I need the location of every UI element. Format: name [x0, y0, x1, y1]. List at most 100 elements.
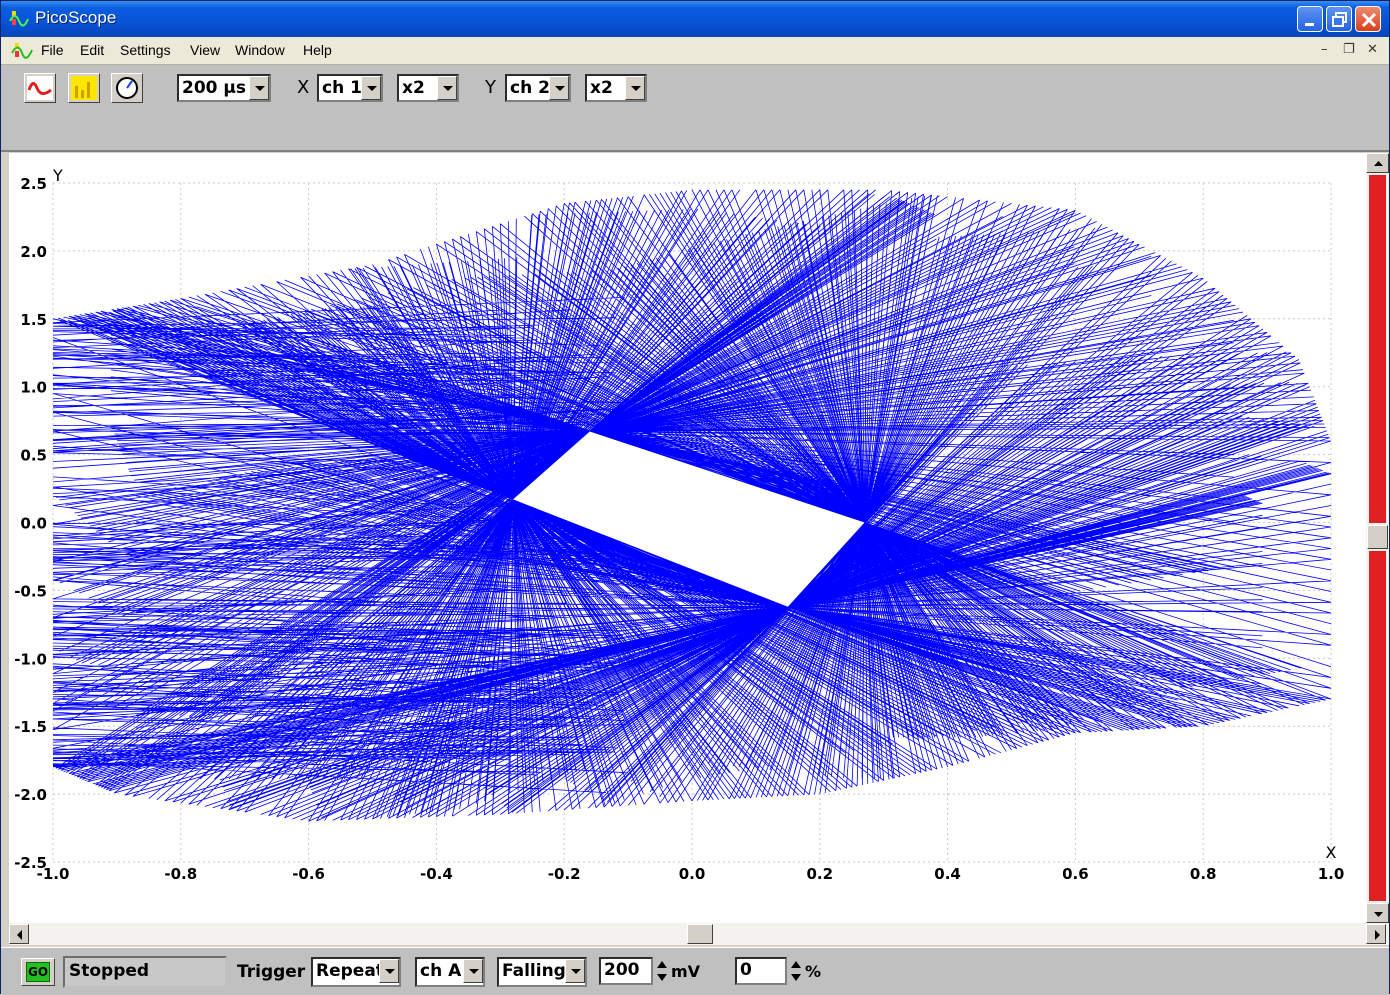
meter-view-button[interactable]	[111, 73, 143, 103]
pretrigger-unit: %	[805, 962, 822, 981]
y-tick-label: 1.5	[20, 311, 47, 329]
status-bar: GO Stopped Trigger Repeat ch A Falling 2…	[1, 947, 1389, 995]
y-channel-select[interactable]: ch 2	[505, 74, 571, 102]
go-button[interactable]: GO	[21, 958, 55, 986]
chevron-down-icon[interactable]	[249, 76, 269, 100]
trace-inner-hole	[513, 431, 865, 607]
trigger-level-input[interactable]: 200	[599, 957, 653, 985]
xy-plot[interactable]: 2.5 2.0 1.5 1.0 0.5 0.0 -0.5 -1.0 -1.5 -2.0 -2.5 -1…	[9, 153, 1366, 923]
x-tick-label: 0.6	[1062, 865, 1089, 883]
y-channel-value: ch 2	[510, 78, 550, 98]
scroll-track-lower[interactable]	[1369, 551, 1386, 901]
trigger-edge-value: Falling	[502, 961, 566, 981]
trigger-channel-value: ch A	[420, 961, 462, 981]
x-tick-label: 0.2	[807, 865, 834, 883]
scope-view-icon	[27, 76, 53, 100]
arrow-left-icon	[17, 930, 22, 940]
y-tick-label: -0.5	[14, 582, 47, 600]
arrow-up-icon	[1374, 161, 1383, 166]
x-axis-title: X	[1326, 843, 1337, 862]
menu-settings[interactable]: Settings	[120, 42, 171, 58]
spectrum-view-icon	[71, 76, 97, 100]
vertical-scroll-thumb[interactable]	[1367, 525, 1388, 549]
restore-icon	[1332, 12, 1347, 27]
go-button-label: GO	[26, 962, 50, 982]
toolbar: 200 µs X ch 1 x2 Y ch 2 x2	[1, 65, 1389, 152]
status-text: Stopped	[63, 956, 227, 988]
timebase-value: 200 µs	[182, 78, 247, 98]
trigger-level-spinner[interactable]	[655, 957, 669, 985]
menu-bar: File Edit Settings View Window Help – ❐ …	[1, 37, 1389, 65]
pretrigger-input[interactable]: 0	[735, 957, 787, 985]
minimize-icon	[1305, 23, 1314, 26]
y-tick-label: 0.5	[20, 447, 47, 465]
trigger-mode-select[interactable]: Repeat	[311, 957, 401, 987]
x-tick-label: -0.8	[164, 865, 197, 883]
x-channel-value: ch 1	[322, 78, 362, 98]
menu-edit[interactable]: Edit	[80, 42, 105, 58]
spectrum-view-button[interactable]	[68, 73, 100, 103]
x-scale-value: x2	[402, 78, 425, 98]
x-tick-label: -0.6	[292, 865, 325, 883]
x-axis-label: X	[297, 77, 310, 98]
mdi-close-icon[interactable]: ✕	[1367, 42, 1378, 57]
scope-view-button[interactable]	[24, 73, 56, 103]
trigger-mode-value: Repeat	[316, 961, 384, 981]
trigger-edge-select[interactable]: Falling	[497, 957, 587, 987]
horizontal-scroll-thumb[interactable]	[687, 924, 713, 944]
x-tick-label: 1.0	[1318, 865, 1345, 883]
scroll-right-button[interactable]	[1366, 924, 1386, 944]
vertical-scrollbar[interactable]	[1366, 153, 1389, 923]
horizontal-scrollbar[interactable]	[9, 923, 1389, 945]
chevron-down-icon[interactable]	[437, 76, 457, 100]
menu-view[interactable]: View	[190, 42, 221, 58]
meter-view-icon	[116, 77, 138, 99]
y-tick-label: 1.0	[20, 379, 47, 397]
trigger-channel-select[interactable]: ch A	[415, 957, 485, 987]
scroll-left-button[interactable]	[9, 924, 29, 944]
spinner-icon	[791, 961, 801, 981]
chevron-down-icon[interactable]	[625, 76, 645, 100]
minimize-button[interactable]	[1297, 6, 1323, 32]
menu-window[interactable]: Window	[235, 42, 285, 58]
scroll-up-button[interactable]	[1366, 153, 1389, 173]
xy-plot-svg: 2.52.01.51.00.50.0-0.5-1.0-1.5-2.0-2.5-1…	[14, 166, 1345, 883]
window-title: PicoScope	[35, 8, 117, 27]
mdi-minimize-icon[interactable]: –	[1321, 42, 1328, 57]
x-scale-select[interactable]: x2	[397, 74, 459, 102]
x-tick-label: -0.4	[420, 865, 453, 883]
y-axis-label: Y	[485, 77, 496, 98]
scroll-track-upper[interactable]	[1369, 175, 1386, 523]
trigger-level-unit: mV	[671, 962, 701, 981]
close-button[interactable]	[1355, 6, 1381, 32]
y-tick-label: -2.0	[14, 786, 47, 804]
y-tick-label: -2.5	[14, 854, 47, 872]
y-scale-select[interactable]: x2	[585, 74, 647, 102]
y-tick-label: -1.0	[14, 650, 47, 668]
x-channel-select[interactable]: ch 1	[317, 74, 383, 102]
chevron-down-icon[interactable]	[549, 76, 569, 100]
document-icon[interactable]	[11, 41, 33, 61]
x-tick-label: -1.0	[37, 865, 70, 883]
chevron-down-icon[interactable]	[379, 959, 399, 983]
chevron-down-icon[interactable]	[565, 959, 585, 983]
x-tick-label: 0.8	[1190, 865, 1217, 883]
chevron-down-icon[interactable]	[463, 959, 483, 983]
restore-button[interactable]	[1326, 6, 1352, 32]
arrow-down-icon	[1374, 912, 1383, 917]
chevron-down-icon[interactable]	[361, 76, 381, 100]
mdi-restore-icon[interactable]: ❐	[1343, 42, 1355, 57]
menu-file[interactable]: File	[41, 42, 64, 58]
timebase-select[interactable]: 200 µs	[177, 74, 271, 102]
scroll-down-button[interactable]	[1366, 903, 1389, 923]
app-icon	[9, 11, 29, 27]
y-tick-label: 0.0	[20, 515, 47, 533]
y-tick-label: 2.0	[20, 243, 47, 261]
y-axis-title: Y	[52, 166, 63, 185]
y-tick-label: 2.5	[20, 175, 47, 193]
close-icon	[1361, 12, 1377, 28]
menu-help[interactable]: Help	[303, 42, 332, 58]
pretrigger-spinner[interactable]	[789, 957, 803, 985]
trace-series	[52, 189, 1332, 822]
